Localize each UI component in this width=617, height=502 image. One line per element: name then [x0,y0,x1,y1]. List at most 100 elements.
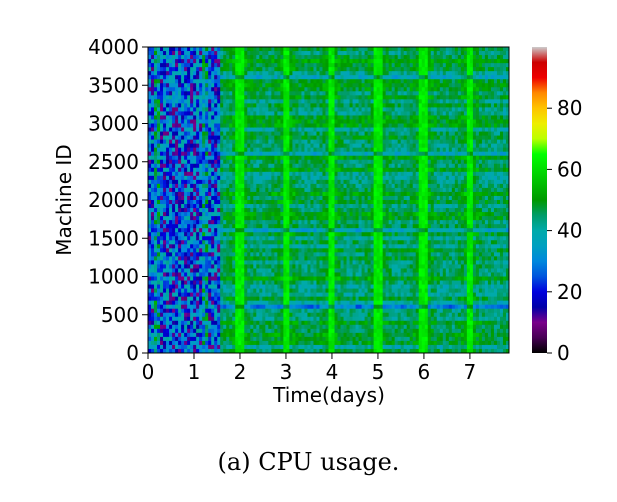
heatmap-cell [262,159,266,165]
heatmap-cell [334,111,338,116]
heatmap-cell [193,292,197,298]
heatmap-cell [301,320,305,326]
heatmap-cell [178,47,182,52]
heatmap-cell [256,220,260,225]
heatmap-cell [307,151,311,157]
heatmap-cell [280,220,284,225]
heatmap-cell [172,139,176,145]
heatmap-cell [226,79,230,84]
heatmap-cell [205,187,209,193]
heatmap-cell [274,244,278,249]
heatmap-cell [331,83,335,88]
heatmap-cell [238,119,242,124]
heatmap-cell [214,228,218,233]
heatmap-cell [178,284,182,289]
heatmap-cell [304,151,308,157]
heatmap-cell [262,147,266,153]
heatmap-cell [175,220,179,225]
heatmap-cell [337,284,341,289]
heatmap-cell [220,200,224,205]
heatmap-cell [184,308,188,314]
heatmap-cell [334,107,338,112]
heatmap-cell [337,151,341,157]
heatmap-cell [307,179,311,185]
heatmap-cell [325,155,329,161]
heatmap-cell [325,87,329,92]
heatmap-cell [328,139,332,145]
heatmap-cell [256,212,260,217]
heatmap-cell [148,308,152,314]
heatmap-cell [151,171,155,177]
heatmap-cell [184,179,188,185]
heatmap-cell [226,284,230,289]
heatmap-cell [343,127,347,132]
heatmap-cell [199,220,203,225]
heatmap-cell [187,320,191,326]
heatmap-cell [232,139,236,145]
heatmap-cell [304,75,308,80]
heatmap-cell [247,268,251,273]
heatmap-cell [259,175,263,181]
heatmap-cell [298,300,302,306]
heatmap-cell [229,280,233,285]
heatmap-cell [205,284,209,289]
heatmap-cell [193,344,197,350]
heatmap-cell [160,123,164,128]
heatmap-cell [238,163,242,169]
heatmap-cell [343,115,347,120]
heatmap-cell [208,244,212,249]
heatmap-cell [337,83,341,88]
heatmap-cell [250,75,254,80]
heatmap-cell [214,179,218,185]
heatmap-cell [238,216,242,221]
heatmap-cell [175,312,179,318]
heatmap-cell [169,224,173,229]
heatmap-cell [184,328,188,334]
heatmap-cell [334,328,338,334]
heatmap-cell [238,63,242,68]
heatmap-cell [202,252,206,257]
heatmap-cell [286,95,290,100]
heatmap-cell [250,127,254,132]
heatmap-cell [259,83,263,88]
heatmap-cell [232,163,236,169]
heatmap-cell [340,276,344,281]
heatmap-cell [163,280,167,285]
heatmap-cell [214,159,218,165]
heatmap-cell [301,107,305,112]
heatmap-cell [274,208,278,213]
heatmap-cell [226,344,230,350]
heatmap-cell [253,340,257,346]
heatmap-cell [154,300,158,306]
heatmap-cell [229,115,233,120]
heatmap-cell [229,296,233,302]
heatmap-cell [151,264,155,269]
heatmap-cell [310,296,314,302]
heatmap-cell [202,91,206,96]
heatmap-cell [154,179,158,185]
heatmap-cell [343,139,347,145]
heatmap-cell [256,135,260,141]
heatmap-cell [217,292,221,298]
heatmap-cell [331,167,335,173]
heatmap-cell [148,320,152,326]
heatmap-cell [232,208,236,213]
heatmap-cell [316,204,320,209]
heatmap-cell [289,232,293,237]
heatmap-cell [259,212,263,217]
heatmap-cell [211,75,215,80]
heatmap-cell [328,147,332,153]
heatmap-cell [181,236,185,241]
heatmap-cell [304,324,308,330]
heatmap-cell [316,228,320,233]
heatmap-cell [277,191,281,197]
heatmap-cell [184,248,188,253]
heatmap-cell [238,248,242,253]
heatmap-cell [166,51,170,56]
heatmap-cell [262,91,266,96]
heatmap-cell [181,212,185,217]
heatmap-cell [241,280,245,285]
heatmap-cell [319,344,323,350]
heatmap-cell [325,195,329,201]
heatmap-cell [280,320,284,326]
